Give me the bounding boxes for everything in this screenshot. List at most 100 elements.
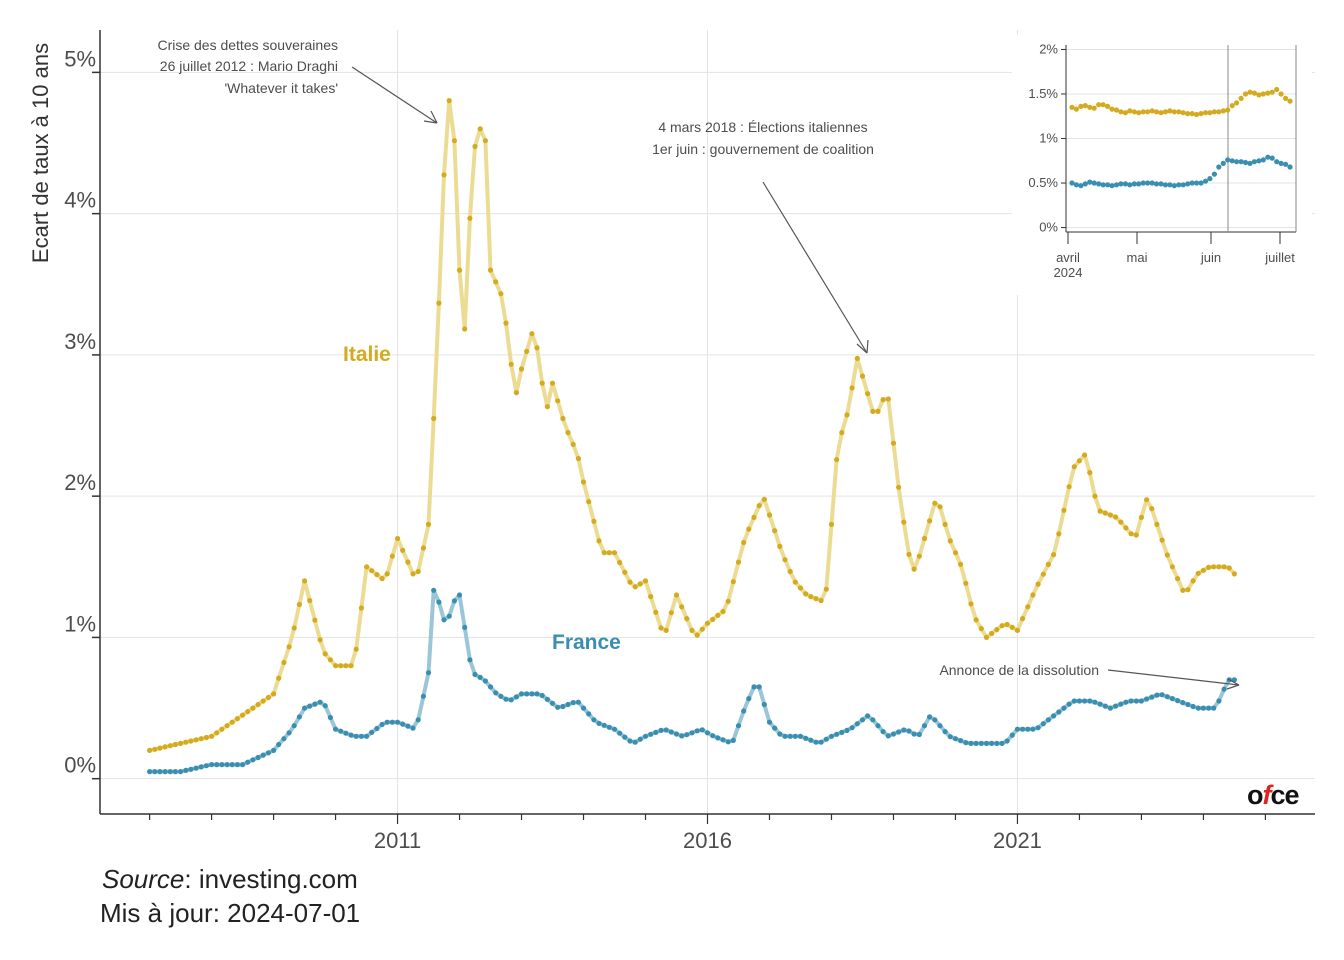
data-point [472,671,478,678]
data-point [1035,725,1041,731]
data-point [761,496,767,502]
data-point [777,543,783,550]
inset-data-point [1194,111,1200,118]
source-value: : investing.com [184,864,358,894]
data-point [312,701,318,707]
data-point [983,634,990,641]
data-point [1180,587,1186,593]
data-point [234,716,240,722]
inset-data-point [1207,176,1213,182]
data-point [694,728,700,734]
data-point [699,727,705,733]
source-label: Source [102,864,185,894]
inset-data-point [1096,102,1102,108]
data-point [761,701,767,708]
series-france [147,587,1237,775]
main-grid [100,30,1315,814]
annotation-dissolution: Annonce de la dissolution [939,662,1240,690]
data-point [157,769,163,775]
data-point [823,736,829,742]
inset-data-point [1265,154,1271,160]
data-point [694,632,700,638]
data-point [1211,564,1217,570]
data-point [456,267,463,273]
data-point [689,730,695,736]
data-point [730,737,736,744]
x-tick-label: 2021 [993,828,1042,853]
data-point [885,396,891,402]
data-point [1009,732,1015,738]
data-point [1180,700,1186,706]
data-point [818,739,824,745]
inset-x-tick-label: mai [1127,250,1148,265]
inset-data-point [1283,161,1289,167]
data-point [622,569,628,575]
data-point [400,721,406,727]
data-point [896,729,902,735]
data-point [859,717,866,723]
inset-data-point [1158,181,1164,187]
data-point [989,630,995,637]
data-point [1082,452,1088,458]
data-point [369,729,375,736]
inset-data-point [1238,95,1244,101]
data-point [327,714,333,721]
data-point [209,762,215,768]
inset-data-point [1189,111,1195,117]
data-point [772,528,778,534]
data-point [456,592,463,598]
data-point [317,637,323,643]
inset-data-point [1167,182,1173,188]
data-point [307,703,313,709]
data-point [942,521,948,528]
inset-data-point [1145,109,1151,115]
data-point [477,674,483,681]
data-point [1138,698,1144,704]
data-point [152,769,158,775]
data-point [260,698,266,704]
data-point [921,723,928,729]
data-point [1221,564,1227,570]
y-tick-label: 4% [64,188,96,213]
inset-data-point [1180,182,1186,188]
data-point [472,143,478,150]
data-point [751,514,757,521]
data-point [999,623,1005,629]
data-point [927,714,933,720]
data-point [560,703,566,710]
data-point [518,366,525,372]
data-point [720,608,726,615]
data-point [265,750,271,756]
data-point [1020,726,1026,732]
data-point [255,754,261,761]
data-point [198,764,204,770]
data-point [937,723,943,729]
data-point [1040,721,1046,727]
inset-data-point [1113,107,1120,113]
data-point [281,659,287,666]
data-point [735,723,742,729]
data-point [1190,578,1196,584]
data-point [384,571,390,577]
annotation-elections-arrow [762,181,868,354]
inset-data-point [1220,160,1226,166]
data-point [1082,698,1088,704]
data-point [859,373,866,379]
inset-x-tick-label: 2024 [1054,265,1083,280]
data-point [415,568,421,575]
data-point [260,752,266,758]
data-point [1113,514,1119,520]
data-point [425,670,432,676]
data-point [245,709,251,715]
data-point [1200,567,1206,573]
data-point [1097,508,1103,514]
data-point [968,740,974,747]
data-point [741,539,747,546]
inset-background [1012,35,1312,295]
data-point [534,345,540,351]
inset-data-point [1113,182,1120,188]
data-point [797,585,804,591]
data-point [704,730,711,736]
inset-data-point [1176,182,1182,188]
